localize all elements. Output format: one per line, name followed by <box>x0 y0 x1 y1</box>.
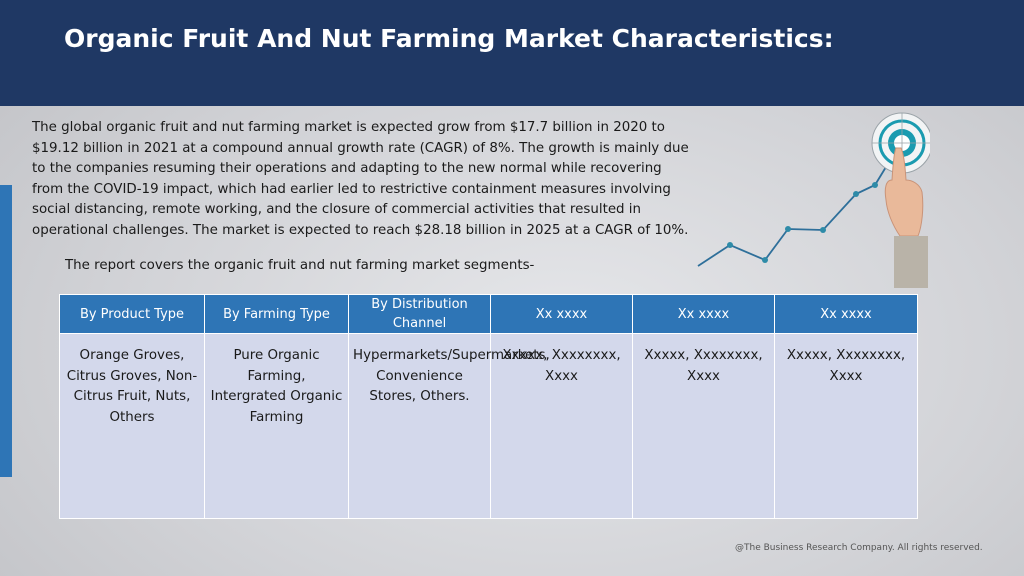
segments-note: The report covers the organic fruit and … <box>65 258 535 273</box>
table-cell: Xxxxx, Xxxxxxxx, Xxxx <box>774 333 918 519</box>
column-header: By Product Type <box>59 294 205 334</box>
growth-target-illustration <box>697 112 930 288</box>
pointing-hand-icon <box>884 147 928 288</box>
column-header: Xx xxxx <box>774 294 918 334</box>
column-header: Xx xxxx <box>632 294 775 334</box>
left-accent-bar <box>0 185 12 477</box>
page-title: Organic Fruit And Nut Farming Market Cha… <box>64 24 834 53</box>
table-cell: Hypermarkets/Supermarkets, Convenience S… <box>348 333 550 519</box>
table-cell: Xxxxx, Xxxxxxxx, Xxxx <box>490 333 633 519</box>
table-row: Orange Groves, Citrus Groves, Non-Citrus… <box>59 333 918 519</box>
column-header: By Farming Type <box>204 294 349 334</box>
segments-table: By Product Type By Farming Type By Distr… <box>59 294 918 519</box>
table-header-row: By Product Type By Farming Type By Distr… <box>59 294 918 334</box>
table-cell: Xxxxx, Xxxxxxxx, Xxxx <box>632 333 775 519</box>
intro-paragraph: The global organic fruit and nut farming… <box>32 120 689 238</box>
copyright-footer: @The Business Research Company. All righ… <box>735 543 983 553</box>
table-cell: Pure Organic Farming, Intergrated Organi… <box>204 333 349 519</box>
column-header: Xx xxxx <box>490 294 633 334</box>
column-header: By Distribution Channel <box>348 294 491 334</box>
table-cell: Orange Groves, Citrus Groves, Non-Citrus… <box>59 333 205 519</box>
growth-line-icon <box>697 143 901 267</box>
title-banner: Organic Fruit And Nut Farming Market Cha… <box>0 0 1024 106</box>
